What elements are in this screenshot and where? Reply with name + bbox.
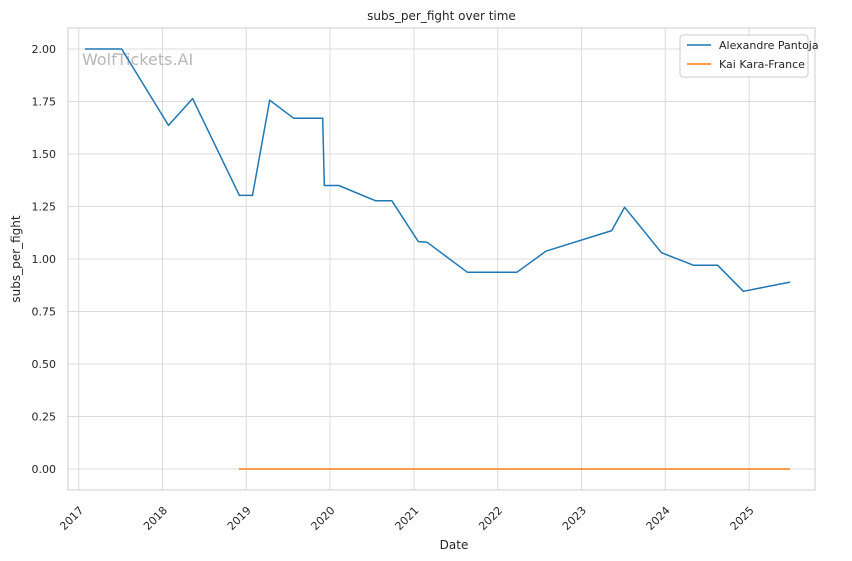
legend-label-kara-france: Kai Kara-France (719, 58, 805, 71)
watermark: WolfTickets.AI (82, 50, 193, 69)
legend: Alexandre Pantoja Kai Kara-France (679, 34, 819, 78)
axes-frame (67, 27, 816, 491)
x-tick-label: 2022 (476, 504, 505, 533)
x-tick-label: 2019 (225, 504, 254, 533)
x-axis-label: Date (440, 538, 469, 552)
y-tick-labels: 0.00 0.25 0.50 0.75 1.00 1.25 1.50 1.75 2.00 (32, 43, 57, 476)
legend-box (679, 34, 809, 78)
legend-label-pantoja: Alexandre Pantoja (719, 39, 819, 52)
chart-title: subs_per_fight over time (367, 9, 516, 23)
series-line-alexandre-pantoja (85, 48, 791, 293)
y-tick-label: 0.25 (32, 411, 57, 424)
x-tick-labels: 2017 2018 2019 2020 2021 2022 2023 2024 2025 (57, 504, 756, 533)
y-axis-label: subs_per_fight (9, 215, 23, 302)
x-tick-label: 2020 (309, 504, 338, 533)
x-tick-label: 2025 (728, 504, 757, 533)
y-tick-label: 1.75 (32, 96, 57, 109)
x-tick-label: 2024 (644, 504, 673, 533)
y-tick-label: 0.50 (32, 358, 57, 371)
x-tick-label: 2017 (57, 504, 86, 533)
y-tick-label: 1.50 (32, 148, 57, 161)
x-tick-label: 2021 (393, 504, 422, 533)
y-tick-label: 1.00 (32, 253, 57, 266)
y-tick-label: 2.00 (32, 43, 57, 56)
y-tick-label: 0.75 (32, 306, 57, 319)
y-tick-label: 1.25 (32, 201, 57, 214)
x-tick-label: 2023 (560, 504, 589, 533)
x-tick-label: 2018 (141, 504, 170, 533)
series-lines (85, 48, 791, 470)
y-tick-label: 0.00 (32, 463, 57, 476)
